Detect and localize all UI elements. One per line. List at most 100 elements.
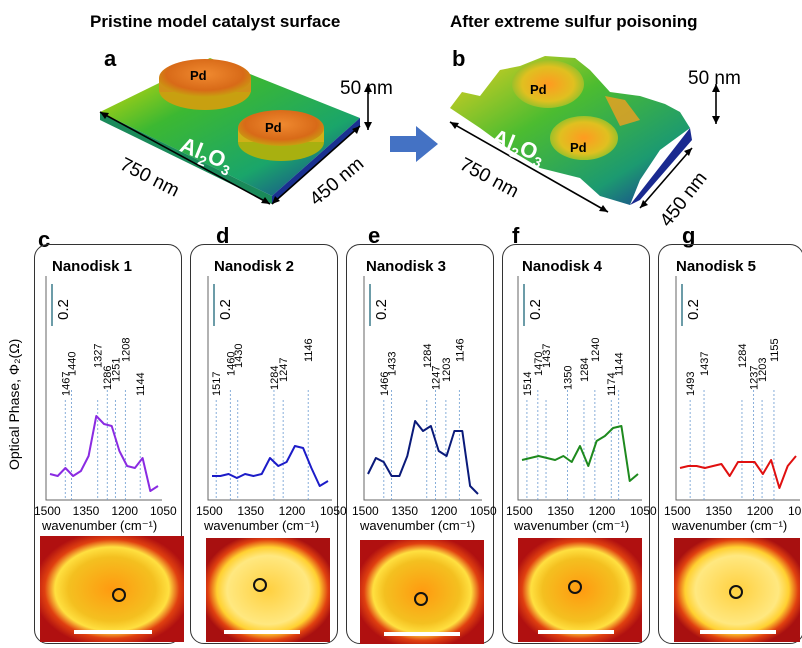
title-pristine: Pristine model catalyst surface (90, 12, 341, 31)
x-axis-label: wavenumber (cm⁻¹) (42, 518, 158, 533)
peak-label: 1247 (431, 366, 443, 390)
peak-label: 1327 (93, 344, 105, 368)
peak-label: 1460 (225, 352, 237, 376)
phase-scale-label: 0.2 (373, 299, 390, 320)
peak-label: 1514 (522, 372, 534, 396)
x-tick-label: 1350 (705, 504, 733, 518)
peak-label: 1467 (60, 372, 72, 396)
x-axis-label: wavenumber (cm⁻¹) (360, 518, 476, 533)
peak-label: 1247 (278, 358, 290, 382)
phase-scale-label: 0.2 (685, 299, 702, 320)
nanodisk-4-title: Nanodisk 4 (522, 258, 603, 275)
phase-scale-label: 0.2 (217, 299, 234, 320)
scale-bar-2 (224, 630, 300, 634)
x-tick-label: 1050 (630, 504, 657, 518)
panel-letter-g: g (682, 223, 696, 248)
nanodisk-3-title: Nanodisk 3 (366, 258, 447, 275)
peak-label: 1146 (303, 338, 315, 362)
panel-letter-a: a (104, 46, 117, 71)
plot-axes (675, 276, 800, 501)
peak-label: 1203 (441, 358, 453, 382)
pd-label-b2: Pd (570, 140, 587, 155)
spectrum-curve (679, 455, 797, 489)
x-tick-label: 1200 (746, 504, 774, 518)
peak-label: 1155 (769, 338, 781, 362)
peak-label: 1440 (67, 352, 79, 376)
peak-label: 1284 (579, 358, 591, 382)
plot-axes (207, 276, 332, 501)
peak-label: 1237 (749, 366, 761, 390)
peak-label: 1144 (135, 372, 147, 396)
x-tick-label: 1200 (278, 504, 306, 518)
x-axis-label: wavenumber (cm⁻¹) (204, 518, 320, 533)
plot-axes (45, 276, 162, 501)
peak-label: 1203 (757, 358, 769, 382)
peak-label: 1433 (387, 352, 399, 376)
x-tick-label: 1200 (588, 504, 616, 518)
panel-letter-b: b (452, 46, 466, 71)
peak-label: 1284 (269, 366, 281, 390)
x-tick-label: 1500 (506, 504, 533, 518)
nanodisk-5-box (658, 244, 802, 644)
peak-label: 1144 (614, 352, 626, 376)
x-axis-label: wavenumber (cm⁻¹) (514, 518, 630, 533)
spectrum-curve (49, 415, 159, 492)
x-tick-label: 1350 (547, 504, 575, 518)
x-axis-label: wavenumber (cm⁻¹) (672, 518, 788, 533)
phase-scale-label: 0.2 (55, 299, 72, 320)
peak-label: 1174 (606, 372, 618, 396)
x-tick-label: 1350 (237, 504, 265, 518)
spectrum-curve (521, 425, 639, 482)
measurement-spot-1 (112, 588, 126, 602)
pd-label-a2: Pd (265, 120, 282, 135)
scale-bar-3 (384, 632, 460, 636)
nanodisk-1-image (40, 536, 184, 642)
height-label-b: 50 nm (688, 68, 741, 89)
height-label-a: 50 nm (340, 78, 393, 99)
spectrum-curve (212, 445, 329, 487)
x-tick-label: 1200 (111, 504, 139, 518)
peak-label: 1466 (379, 372, 391, 396)
scale-bar-1 (74, 630, 152, 634)
x-tick-label: 1350 (72, 504, 100, 518)
x-tick-label: 1200 (430, 504, 458, 518)
peak-label: 1240 (590, 338, 602, 362)
peak-label: 1284 (422, 344, 434, 368)
x-tick-label: 1500 (352, 504, 379, 518)
peak-label: 1251 (110, 358, 122, 382)
peak-label: 1493 (685, 372, 697, 396)
peak-label: 1437 (541, 344, 553, 368)
title-poisoned: After extreme sulfur poisoning (450, 12, 698, 31)
panel-letter-e: e (368, 223, 381, 248)
pd-label-a1: Pd (190, 68, 207, 83)
nanodisk-4-box (502, 244, 650, 644)
nanodisk-1-title: Nanodisk 1 (52, 258, 133, 275)
peak-label: 1470 (533, 352, 545, 376)
x-tick-label: 1500 (196, 504, 223, 518)
scale-bar-5 (700, 630, 776, 634)
poisoned-surface (450, 56, 692, 205)
peak-label: 1284 (737, 344, 749, 368)
x-tick-label: 1500 (664, 504, 691, 518)
nanodisk-5-title: Nanodisk 5 (676, 258, 757, 275)
peak-label: 1146 (454, 338, 466, 362)
x-tick-label: 1050 (470, 504, 497, 518)
plot-axes (363, 276, 482, 501)
peak-label: 1350 (563, 366, 575, 390)
measurement-spot-4 (568, 580, 582, 594)
nanodisk-2-image (206, 538, 330, 642)
transition-arrow (390, 126, 438, 162)
plot-axes (517, 276, 642, 501)
nanodisk-1-box (34, 244, 182, 644)
x-tick-label: 1050 (788, 504, 802, 518)
panel-letter-f: f (512, 223, 520, 248)
spectrum-curve (367, 420, 479, 495)
x-tick-label: 1050 (150, 504, 177, 518)
measurement-spot-2 (253, 578, 267, 592)
